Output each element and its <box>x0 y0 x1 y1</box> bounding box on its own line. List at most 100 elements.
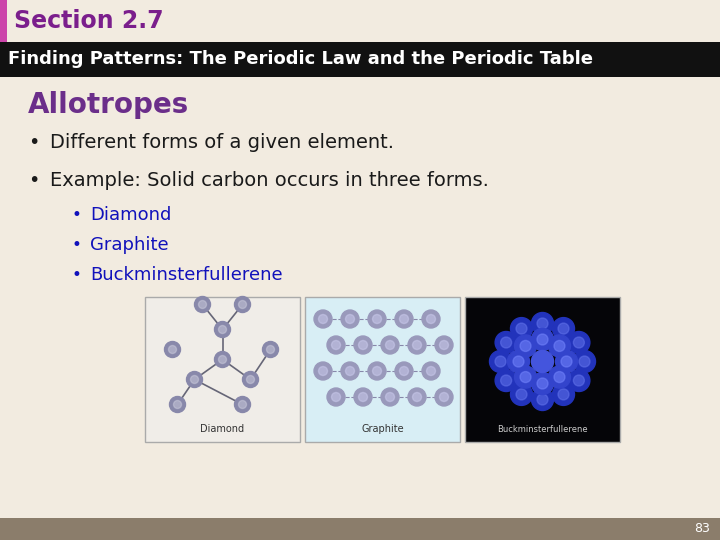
Circle shape <box>215 321 230 338</box>
Text: Graphite: Graphite <box>361 424 404 434</box>
Circle shape <box>568 369 590 392</box>
Circle shape <box>331 393 341 402</box>
Circle shape <box>513 356 524 367</box>
Circle shape <box>354 388 372 406</box>
Circle shape <box>413 341 421 349</box>
Circle shape <box>439 393 449 402</box>
Circle shape <box>495 356 506 367</box>
Circle shape <box>561 356 572 367</box>
Circle shape <box>490 350 511 373</box>
Circle shape <box>346 314 354 323</box>
Circle shape <box>552 383 575 406</box>
Text: Diamond: Diamond <box>90 206 171 224</box>
Circle shape <box>516 323 527 334</box>
Circle shape <box>552 318 575 340</box>
Circle shape <box>531 388 554 410</box>
Circle shape <box>439 341 449 349</box>
Circle shape <box>508 350 529 373</box>
Circle shape <box>573 375 585 386</box>
Circle shape <box>574 350 595 373</box>
Circle shape <box>515 366 536 388</box>
Circle shape <box>385 393 395 402</box>
Circle shape <box>368 310 386 328</box>
Circle shape <box>168 346 176 354</box>
Bar <box>305 297 460 442</box>
Text: Finding Patterns: The Periodic Law and the Periodic Table: Finding Patterns: The Periodic Law and t… <box>8 51 593 69</box>
Circle shape <box>495 332 517 354</box>
Circle shape <box>372 314 382 323</box>
Circle shape <box>495 369 517 392</box>
Circle shape <box>531 328 554 350</box>
Circle shape <box>354 336 372 354</box>
Circle shape <box>235 296 251 313</box>
Text: 83: 83 <box>694 523 710 536</box>
Circle shape <box>263 341 279 357</box>
Circle shape <box>215 352 230 368</box>
Circle shape <box>520 372 531 382</box>
Circle shape <box>368 362 386 380</box>
Bar <box>0 518 720 540</box>
Circle shape <box>537 334 548 345</box>
Bar <box>465 297 620 442</box>
Circle shape <box>510 318 533 340</box>
Text: Example: Solid carbon occurs in three forms.: Example: Solid carbon occurs in three fo… <box>50 171 489 190</box>
Circle shape <box>422 310 440 328</box>
Circle shape <box>246 375 254 383</box>
Circle shape <box>372 367 382 375</box>
Circle shape <box>266 346 274 354</box>
Circle shape <box>395 362 413 380</box>
Circle shape <box>554 372 565 382</box>
Circle shape <box>579 356 590 367</box>
Circle shape <box>194 296 210 313</box>
Circle shape <box>191 375 199 383</box>
Circle shape <box>558 389 569 400</box>
Circle shape <box>500 375 512 386</box>
Circle shape <box>238 401 246 408</box>
Circle shape <box>549 366 570 388</box>
Circle shape <box>400 314 408 323</box>
Text: Buckminsterfullerene: Buckminsterfullerene <box>498 425 588 434</box>
Circle shape <box>531 313 554 334</box>
Circle shape <box>435 336 453 354</box>
Circle shape <box>341 362 359 380</box>
Circle shape <box>218 355 227 363</box>
Circle shape <box>573 337 585 348</box>
Circle shape <box>314 362 332 380</box>
Circle shape <box>531 373 554 395</box>
Circle shape <box>395 310 413 328</box>
Circle shape <box>174 401 181 408</box>
Circle shape <box>243 372 258 388</box>
Circle shape <box>537 318 548 329</box>
Circle shape <box>558 323 569 334</box>
Circle shape <box>218 326 227 334</box>
Circle shape <box>327 388 345 406</box>
Circle shape <box>341 310 359 328</box>
Circle shape <box>235 396 251 413</box>
Bar <box>0 0 7 42</box>
Circle shape <box>408 336 426 354</box>
Text: •: • <box>28 132 40 152</box>
Circle shape <box>318 367 328 375</box>
Text: •: • <box>72 206 82 224</box>
Circle shape <box>346 367 354 375</box>
Circle shape <box>435 388 453 406</box>
Circle shape <box>408 388 426 406</box>
Bar <box>145 297 300 442</box>
Circle shape <box>426 367 436 375</box>
Text: Graphite: Graphite <box>90 236 168 254</box>
Circle shape <box>554 340 565 352</box>
Text: •: • <box>72 236 82 254</box>
Circle shape <box>381 388 399 406</box>
Circle shape <box>314 310 332 328</box>
Circle shape <box>500 337 512 348</box>
Circle shape <box>520 340 531 352</box>
Circle shape <box>318 314 328 323</box>
Circle shape <box>359 341 367 349</box>
Circle shape <box>164 341 181 357</box>
Bar <box>0 42 720 77</box>
Text: Allotropes: Allotropes <box>28 91 189 119</box>
Circle shape <box>515 335 536 357</box>
Circle shape <box>537 394 548 405</box>
Circle shape <box>238 300 246 308</box>
Circle shape <box>400 367 408 375</box>
